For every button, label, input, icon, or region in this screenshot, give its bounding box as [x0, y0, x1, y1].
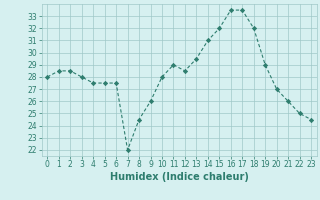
X-axis label: Humidex (Indice chaleur): Humidex (Indice chaleur) [110, 172, 249, 182]
